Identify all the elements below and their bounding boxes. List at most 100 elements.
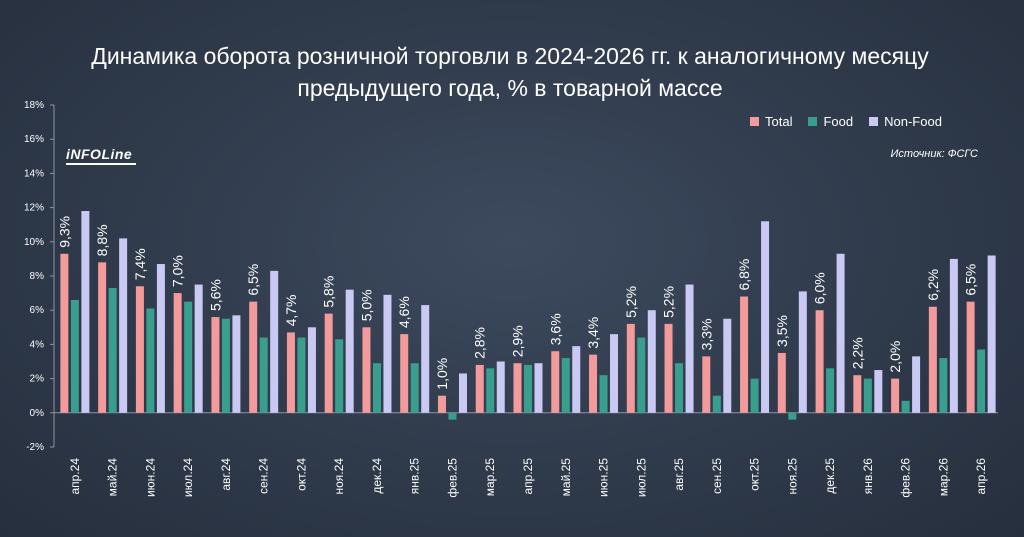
bar-total [853, 375, 862, 413]
x-category-label: авг.25 [672, 458, 686, 491]
bar-total [286, 332, 295, 413]
y-tick-label: 8% [30, 271, 45, 282]
bar-total [551, 351, 560, 413]
legend: Total Food Non-Food [750, 114, 942, 129]
legend-label-nonfood: Non-Food [884, 114, 942, 129]
x-category-label: июл.24 [181, 458, 195, 497]
data-label-total: 2,9% [510, 325, 526, 357]
data-label-total: 6,2% [925, 269, 941, 301]
bar-total [475, 364, 484, 413]
data-label-total: 4,6% [396, 296, 412, 328]
bar-nonfood [81, 211, 90, 413]
bar-nonfood [572, 346, 581, 413]
data-label-total: 5,2% [661, 286, 677, 318]
x-category-label: фев.26 [899, 458, 913, 498]
x-category-label: июн.25 [597, 458, 611, 497]
bar-food [486, 368, 495, 413]
data-label-total: 6,0% [812, 272, 828, 304]
y-tick-label: 14% [24, 168, 44, 179]
data-label-total: 5,0% [358, 289, 374, 321]
bar-food [259, 337, 268, 413]
bar-food [712, 395, 721, 413]
x-category-label: мар.25 [483, 458, 497, 497]
x-category-label: май.24 [106, 458, 120, 497]
bar-food [448, 412, 457, 420]
y-tick-label: 2% [30, 374, 45, 385]
logo-underline [66, 163, 136, 165]
x-category-label: мар.26 [936, 458, 950, 497]
data-label-total: 7,4% [132, 248, 148, 280]
x-category-label: дек.25 [823, 458, 837, 494]
bar-food [372, 363, 381, 413]
bar-nonfood [647, 310, 656, 413]
bar-food [901, 400, 910, 413]
data-label-total: 5,2% [623, 286, 639, 318]
x-category-label: июн.24 [143, 458, 157, 497]
bar-food [977, 349, 986, 413]
data-label-total: 6,5% [963, 264, 979, 296]
data-label-total: 5,6% [207, 279, 223, 311]
data-label-total: 5,8% [321, 276, 337, 308]
x-category-label: янв.25 [408, 458, 422, 495]
source-note: Источник: ФСГС [890, 148, 978, 160]
bar-food [146, 308, 155, 413]
bar-total [324, 313, 333, 413]
bar-total [173, 293, 182, 413]
bar-food [675, 363, 684, 413]
x-category-label: апр.25 [521, 458, 535, 495]
data-label-total: 2,0% [887, 341, 903, 373]
data-label-total: 3,5% [774, 315, 790, 347]
x-category-label: апр.26 [974, 458, 988, 495]
bar-nonfood [421, 305, 430, 413]
bar-nonfood [874, 370, 883, 413]
y-tick-label: 16% [24, 134, 44, 145]
bar-nonfood [345, 289, 354, 413]
bar-total [60, 253, 69, 413]
bar-food [410, 363, 419, 413]
bar-nonfood [723, 318, 732, 413]
bar-food [637, 337, 646, 413]
chart-title: Динамика оборота розничной торговли в 20… [91, 43, 929, 101]
bar-nonfood [232, 315, 241, 413]
y-tick-label: 0% [30, 408, 45, 419]
y-tick-label: 12% [24, 203, 44, 214]
bar-total [400, 334, 409, 413]
bar-total [966, 301, 975, 413]
y-tick-label: 10% [24, 237, 44, 248]
data-label-total: 8,8% [94, 224, 110, 256]
y-tick-label: 4% [30, 339, 45, 350]
data-label-total: 6,5% [245, 264, 261, 296]
bar-food [826, 368, 835, 413]
x-category-label: окт.25 [748, 458, 762, 491]
legend-label-total: Total [765, 114, 793, 129]
data-label-total: 1,0% [434, 358, 450, 390]
data-label-total: 2,2% [849, 337, 865, 369]
x-category-label: сен.24 [257, 458, 271, 494]
y-tick-label: 18% [24, 100, 44, 111]
infoline-logo: iNFOLine [66, 146, 136, 165]
bar-total [98, 262, 107, 413]
bar-food [221, 318, 230, 413]
x-category-label: ноя.24 [332, 458, 346, 495]
bar-nonfood [761, 221, 770, 413]
bar-total [249, 301, 258, 413]
x-category-label: сен.25 [710, 458, 724, 494]
data-label-total: 2,8% [472, 327, 488, 359]
bar-total [928, 306, 937, 413]
bar-total [211, 317, 220, 413]
data-label-total: 3,4% [585, 317, 601, 349]
data-label-total: 6,8% [736, 259, 752, 291]
x-category-label: янв.26 [861, 458, 875, 495]
bar-total [664, 323, 673, 413]
bar-total [362, 327, 371, 413]
bar-nonfood [156, 264, 165, 413]
bar-nonfood [949, 258, 958, 413]
bar-nonfood [912, 356, 921, 413]
x-category-label: ноя.25 [785, 458, 799, 495]
x-category-label: окт.24 [294, 458, 308, 491]
x-category-label: май.25 [559, 458, 573, 497]
legend-item-total: Total [750, 114, 792, 129]
bar-food [939, 358, 948, 413]
bar-total [815, 310, 824, 413]
bar-food [561, 358, 570, 413]
